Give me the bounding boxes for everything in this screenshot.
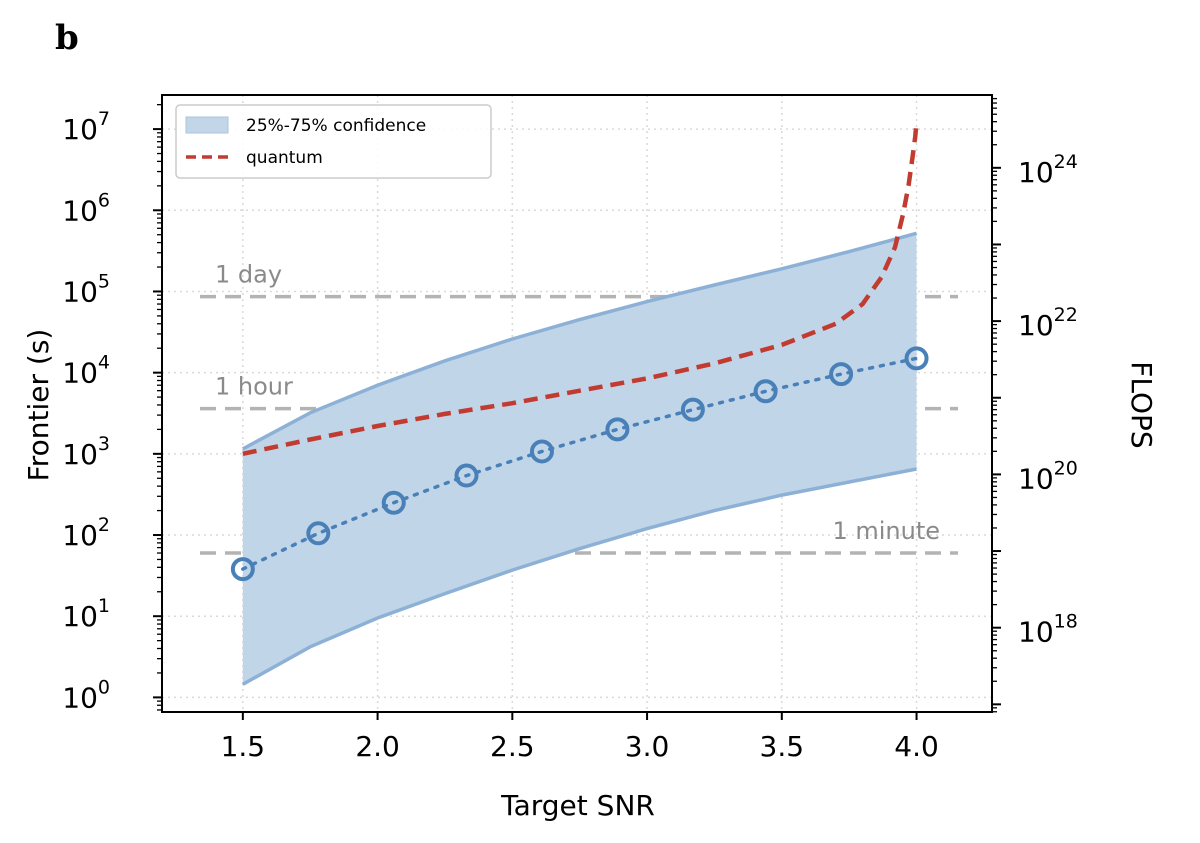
x-axis: 1.5 2.0 2.5 3.0 3.5 4.0 <box>221 712 939 763</box>
measured-point <box>680 397 705 422</box>
y-tick-label: 107 <box>62 108 110 146</box>
plot-frame <box>161 94 993 713</box>
x-tick-label: 4.0 <box>894 730 939 763</box>
confidence-band <box>241 231 917 686</box>
legend-quantum-label: quantum <box>246 148 323 168</box>
legend-box <box>175 104 492 179</box>
reference-line-label: 1 day <box>215 261 282 289</box>
y-axis-right: 1018 1020 1022 1024 <box>992 97 1078 713</box>
y-tick-label: 106 <box>62 189 110 227</box>
measured-point <box>454 463 479 488</box>
measured-point <box>230 557 255 582</box>
confidence-band-upper <box>241 231 917 451</box>
y-tick-label: 100 <box>62 676 110 714</box>
panel-label: b <box>55 18 79 58</box>
confidence-band-lower <box>241 467 917 686</box>
y2-tick-label: 1024 <box>1018 151 1078 189</box>
y2-tick-label: 1018 <box>1018 611 1078 649</box>
measured-point <box>605 417 630 442</box>
confidence-band-fill <box>242 233 917 685</box>
reference-line-label: 1 minute <box>832 517 940 545</box>
y2-tick-label: 1022 <box>1018 304 1078 342</box>
plot-border <box>161 94 993 713</box>
measured-point <box>904 346 929 371</box>
y2-tick-label: 1020 <box>1018 457 1078 495</box>
y2-axis-title: FLOPS <box>1125 361 1158 448</box>
y-tick-label: 103 <box>62 433 110 471</box>
y-axis-left: 100 101 102 103 104 105 106 107 <box>62 104 162 714</box>
measured-line <box>241 356 919 571</box>
x-tick-label: 1.5 <box>221 730 266 763</box>
y-tick-label: 104 <box>62 352 110 390</box>
quantum-series <box>242 122 919 457</box>
quantum-line <box>242 122 919 457</box>
legend: 25%-75% confidence quantum <box>175 104 492 179</box>
measured-point <box>529 439 554 464</box>
x-axis-title: Target SNR <box>500 789 655 822</box>
y-tick-label: 101 <box>62 595 110 633</box>
x-tick-label: 2.5 <box>490 730 535 763</box>
measured-point <box>306 521 331 546</box>
legend-band-label: 25%-75% confidence <box>246 116 426 136</box>
measured-series <box>230 346 929 582</box>
y-tick-label: 102 <box>62 514 110 552</box>
x-tick-label: 3.5 <box>760 730 805 763</box>
x-tick-label: 3.0 <box>625 730 670 763</box>
measured-point <box>381 490 406 515</box>
legend-band-swatch <box>185 116 229 134</box>
x-tick-label: 2.0 <box>355 730 400 763</box>
measured-point <box>829 362 854 387</box>
reference-line-label: 1 hour <box>215 373 293 401</box>
y-tick-label: 105 <box>62 270 110 308</box>
grid <box>162 95 992 712</box>
y-axis-title: Frontier (s) <box>22 329 55 482</box>
measured-point <box>753 379 778 404</box>
